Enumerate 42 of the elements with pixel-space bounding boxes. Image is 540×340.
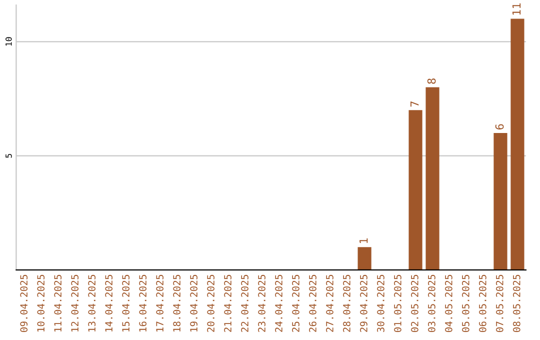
bar bbox=[358, 247, 372, 270]
x-tick-label: 08.05.2025 bbox=[512, 274, 520, 332]
x-tick-label: 20.04.2025 bbox=[207, 274, 214, 332]
data-label: 1 bbox=[360, 238, 368, 244]
bar bbox=[510, 18, 524, 270]
x-tick-label: 06.05.2025 bbox=[478, 274, 486, 332]
data-label: 8 bbox=[427, 78, 436, 84]
x-tick-label: 17.04.2025 bbox=[156, 274, 164, 332]
x-tick-label: 19.04.2025 bbox=[190, 274, 198, 332]
x-tick-label: 12.04.2025 bbox=[71, 274, 79, 332]
y-tick-label: 5 bbox=[6, 154, 12, 158]
x-tick-label: 22.04.2025 bbox=[241, 274, 248, 332]
data-label: 11 bbox=[512, 3, 521, 15]
x-tick-label: 30.04.2025 bbox=[377, 274, 384, 332]
x-tick-label: 13.04.2025 bbox=[88, 274, 96, 332]
x-tick-label: 09.04.2025 bbox=[20, 274, 28, 332]
x-tick-label: 24.04.2025 bbox=[275, 274, 282, 332]
x-tick-label: 28.04.2025 bbox=[343, 274, 350, 332]
x-tick-label: 04.05.2025 bbox=[444, 274, 452, 332]
x-tick-label: 21.04.2025 bbox=[224, 274, 232, 332]
x-tick-label: 14.04.2025 bbox=[105, 274, 113, 332]
x-tick-label: 10.04.2025 bbox=[37, 274, 45, 332]
x-tick-label: 26.04.2025 bbox=[309, 274, 316, 332]
x-tick-label: 01.05.2025 bbox=[394, 274, 402, 332]
data-label: 6 bbox=[495, 124, 504, 130]
x-tick-label: 15.04.2025 bbox=[122, 274, 130, 332]
bar bbox=[426, 87, 440, 270]
x-tick-label: 27.04.2025 bbox=[326, 274, 334, 332]
x-tick-label: 16.04.2025 bbox=[139, 274, 146, 332]
x-tick-label: 11.04.2025 bbox=[54, 274, 62, 332]
x-tick-label: 25.04.2025 bbox=[292, 274, 300, 332]
x-tick-label: 23.04.2025 bbox=[258, 274, 266, 332]
bar bbox=[408, 110, 422, 270]
data-label: 7 bbox=[410, 102, 419, 107]
x-tick-label: 02.05.2025 bbox=[411, 274, 418, 332]
x-tick-label: 18.04.2025 bbox=[173, 274, 180, 332]
y-tick-label: 10 bbox=[6, 37, 12, 46]
bar bbox=[494, 132, 508, 270]
x-tick-label: 05.05.2025 bbox=[462, 274, 470, 332]
x-tick-label: 07.05.2025 bbox=[496, 274, 504, 332]
x-tick-label: 03.05.2025 bbox=[428, 274, 436, 332]
x-tick-label: 29.04.2025 bbox=[360, 274, 368, 332]
